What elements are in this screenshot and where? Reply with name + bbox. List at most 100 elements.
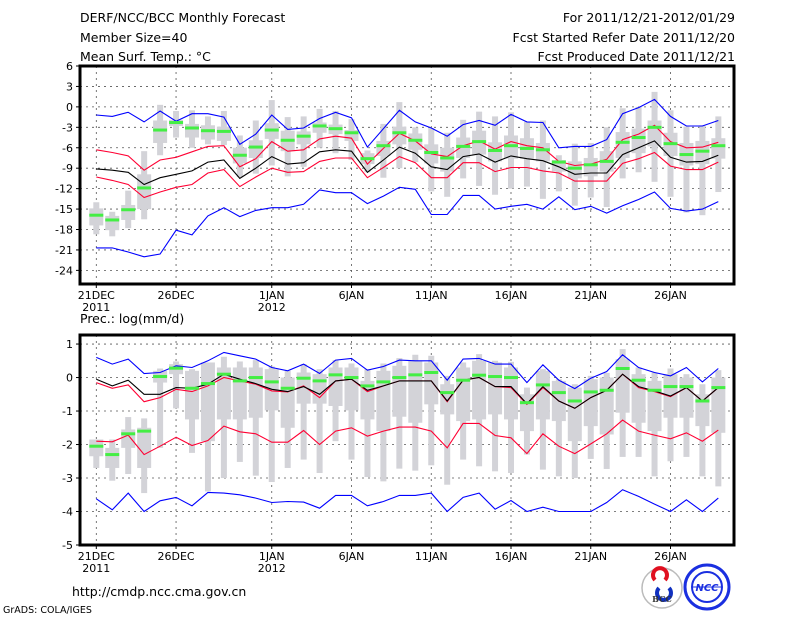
whisker-bar xyxy=(699,125,706,216)
box-bar xyxy=(200,125,215,140)
median-marker xyxy=(360,384,375,388)
y-tick-label: -5 xyxy=(62,539,73,552)
median-marker xyxy=(280,138,295,142)
x-tick-label: 16JAN xyxy=(495,289,528,302)
median-marker xyxy=(232,379,247,383)
grads-credit: GrADS: COLA/IGES xyxy=(3,605,92,616)
y-tick-label: -15 xyxy=(55,203,73,216)
whisker-bar xyxy=(444,375,451,485)
box-bar xyxy=(504,367,518,420)
median-marker xyxy=(248,376,263,380)
median-marker xyxy=(472,140,487,144)
mean-line xyxy=(96,140,719,186)
median-marker xyxy=(535,383,550,387)
median-marker xyxy=(615,140,630,144)
median-marker xyxy=(488,375,503,379)
box-bar xyxy=(105,215,120,231)
y-tick-label: 0 xyxy=(66,101,73,114)
box-bar xyxy=(392,365,407,417)
median-marker xyxy=(599,388,614,392)
forecast-period: For 2011/12/21-2012/01/29 xyxy=(563,10,735,25)
median-marker xyxy=(504,144,518,148)
bcc-logo: BCC xyxy=(641,566,683,609)
box-bar xyxy=(392,126,407,145)
whisker-bar xyxy=(492,360,499,472)
median-marker xyxy=(695,149,710,153)
median-marker xyxy=(153,128,168,132)
median-marker xyxy=(424,151,439,155)
box-bar xyxy=(583,379,598,427)
median-marker xyxy=(137,429,152,433)
median-marker xyxy=(248,145,263,149)
y-tick-label: -9 xyxy=(62,162,73,175)
box-bar xyxy=(535,370,550,420)
x-tick-label: 26JAN xyxy=(654,289,687,302)
box-bar xyxy=(424,362,439,405)
median-marker xyxy=(121,432,136,436)
median-marker xyxy=(456,378,471,382)
whisker-bar xyxy=(428,355,435,466)
median-marker xyxy=(376,380,391,384)
box-bar xyxy=(296,131,311,145)
y-tick-label: 3 xyxy=(66,80,73,93)
start-date: Fcst Started Refer Date 2011/12/20 xyxy=(513,30,736,45)
median-marker xyxy=(519,401,534,405)
ncc-logo-text: NCC xyxy=(695,583,719,594)
box-bar xyxy=(615,359,630,413)
median-marker xyxy=(711,144,726,148)
y-tick-label: 0 xyxy=(66,372,73,385)
bcc-logo-text: BCC xyxy=(652,594,672,604)
box-bar xyxy=(488,362,503,415)
median-marker xyxy=(679,385,694,389)
x-tick-label: 1JAN xyxy=(259,289,285,302)
box-bar xyxy=(551,160,566,172)
whisker-bar xyxy=(316,369,323,473)
median-marker xyxy=(631,136,646,140)
whisker-bar xyxy=(348,363,355,460)
box-bar xyxy=(312,374,327,404)
median-marker xyxy=(679,153,694,157)
median-marker xyxy=(647,125,662,129)
box-bar xyxy=(216,367,231,420)
x-tick-year: 2012 xyxy=(258,562,286,575)
box-bar xyxy=(456,367,471,422)
box-bar xyxy=(89,208,104,226)
median-marker xyxy=(200,382,215,386)
y-tick-label: 1 xyxy=(66,338,73,351)
median-marker xyxy=(280,386,295,390)
median-marker xyxy=(296,376,311,380)
box-bar xyxy=(328,367,343,407)
plot-frame xyxy=(78,64,736,286)
x-tick-label: 16JAN xyxy=(495,550,528,563)
x-tick-year: 2012 xyxy=(258,301,286,314)
produced-date: Fcst Produced Date 2011/12/21 xyxy=(537,49,735,64)
x-tick-label: 6JAN xyxy=(339,550,365,563)
mean-line xyxy=(96,373,719,409)
box-bar xyxy=(121,204,136,220)
median-marker xyxy=(663,142,678,146)
box-bar xyxy=(280,377,295,428)
median-marker xyxy=(344,131,359,135)
box-bar xyxy=(679,377,694,418)
median-marker xyxy=(392,376,407,380)
max-line xyxy=(96,98,719,149)
median-marker xyxy=(472,373,487,377)
median-marker xyxy=(535,148,550,152)
source-url[interactable]: http://cmdp.ncc.cma.gov.cn xyxy=(72,584,246,599)
box-bar xyxy=(216,126,231,141)
median-marker xyxy=(296,134,311,138)
median-marker xyxy=(105,453,120,457)
whisker-bar xyxy=(157,368,164,448)
whisker-bar xyxy=(300,364,307,460)
x-tick-label: 26JAN xyxy=(654,550,687,563)
whisker-bar xyxy=(364,369,371,478)
median-marker xyxy=(169,366,184,370)
median-marker xyxy=(121,208,136,212)
plot-frame xyxy=(78,333,736,547)
box-bar xyxy=(344,367,359,411)
x-tick-year: 2011 xyxy=(82,562,110,575)
whisker-bar xyxy=(173,361,180,409)
